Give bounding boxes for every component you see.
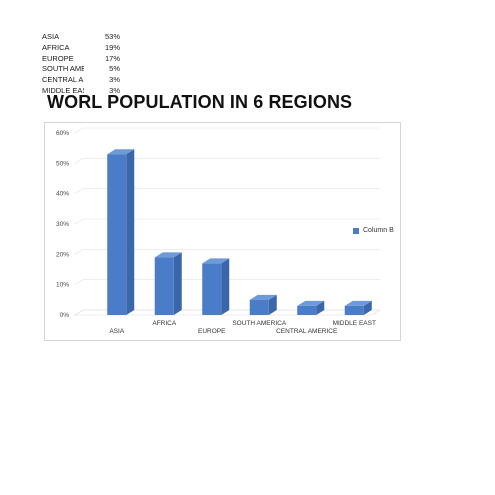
sheet-cell-value: 53%: [104, 32, 120, 41]
x-category-label: CENTRAL AMERICE: [276, 328, 338, 335]
bar-side: [221, 258, 230, 315]
gridline: [74, 249, 84, 255]
x-category-label: SOUTH AMERICA: [232, 320, 286, 327]
x-category-label: AFRICA: [152, 320, 177, 327]
sheet-row[interactable]: MIDDLE EAST 3%: [42, 86, 122, 97]
gridline: [74, 158, 84, 164]
y-tick-label: 20%: [56, 251, 69, 258]
bar-side: [126, 149, 135, 315]
bar-side: [268, 294, 277, 315]
sheet-row[interactable]: AFRICA 19%: [42, 43, 122, 54]
sheet-cell-label: CENTRAL AMERICA: [42, 75, 84, 85]
sheet-cell-value: 3%: [109, 85, 120, 95]
legend-swatch: [353, 227, 359, 234]
sheet-cell-value: 17%: [104, 53, 120, 63]
sheet-cell-label: AFRICA: [42, 42, 70, 52]
sheet-cell-label: ASIA: [42, 32, 60, 41]
sheet-row[interactable]: CENTRAL AMERICA 3%: [42, 75, 122, 86]
y-tick-label: 10%: [56, 282, 69, 289]
gridline: [74, 218, 84, 225]
bar: [344, 305, 364, 315]
chart-legend: Column B: [353, 227, 394, 234]
sheet-cell-value: 5%: [109, 64, 120, 74]
gridline: [74, 127, 84, 134]
gridline: [74, 188, 84, 194]
bar-side: [316, 300, 325, 315]
x-category-label: ASIA: [109, 328, 124, 335]
chart-area[interactable]: 0% 10% 20% 30% 40% 50% 60% ASIA AFRICA EUROPE SOUT…: [44, 122, 401, 341]
legend-label: Column B: [363, 227, 394, 234]
bar-top: [249, 294, 277, 300]
y-tick-label: 0%: [60, 312, 70, 319]
sheet-cell-label: MIDDLE EAST: [42, 85, 84, 95]
sheet-cell-value: 3%: [109, 75, 120, 85]
bar-top: [202, 258, 230, 264]
bar: [107, 154, 127, 315]
y-tick-label: 60%: [56, 130, 69, 137]
bar-top: [107, 149, 135, 155]
bar: [297, 305, 317, 315]
x-category-label: MIDDLE EAST: [333, 320, 376, 327]
sheet-row[interactable]: ASIA 53%: [42, 32, 122, 43]
gridline: [74, 279, 84, 285]
sheet-row[interactable]: EUROPE 17%: [42, 54, 122, 65]
chart-floor: [73, 309, 382, 316]
bar-top: [154, 252, 182, 258]
bar-top: [297, 300, 325, 306]
bar-top: [344, 300, 372, 306]
column-chart: 0% 10% 20% 30% 40% 50% 60% ASIA AFRICA EUROPE SOUT…: [56, 127, 382, 335]
y-tick-label: 30%: [56, 221, 69, 228]
bar-side: [363, 300, 372, 315]
x-category-label: EUROPE: [198, 328, 226, 335]
sheet-cell-value: 19%: [104, 42, 120, 52]
bar: [154, 257, 174, 315]
bar: [202, 263, 222, 315]
bar-side: [173, 252, 182, 315]
y-tick-label: 50%: [56, 160, 69, 167]
sheet-row[interactable]: SOUTH AMERICA 5%: [42, 64, 122, 75]
y-tick-label: 40%: [56, 191, 69, 198]
sheet-cell-label: SOUTH AMERICA: [42, 64, 84, 74]
chart-title: WORL POPULATION IN 6 REGIONS: [47, 92, 353, 112]
bar: [249, 299, 269, 315]
source-data-table: ASIA 53% AFRICA 19% EUROPE 17% SOUTH AMERICA 5%…: [42, 32, 122, 97]
sheet-cell-label: EUROPE: [42, 53, 74, 63]
